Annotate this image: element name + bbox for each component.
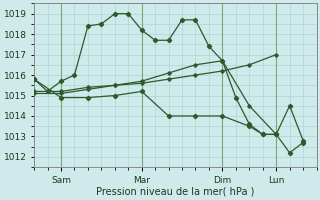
X-axis label: Pression niveau de la mer( hPa ): Pression niveau de la mer( hPa ) (96, 187, 254, 197)
